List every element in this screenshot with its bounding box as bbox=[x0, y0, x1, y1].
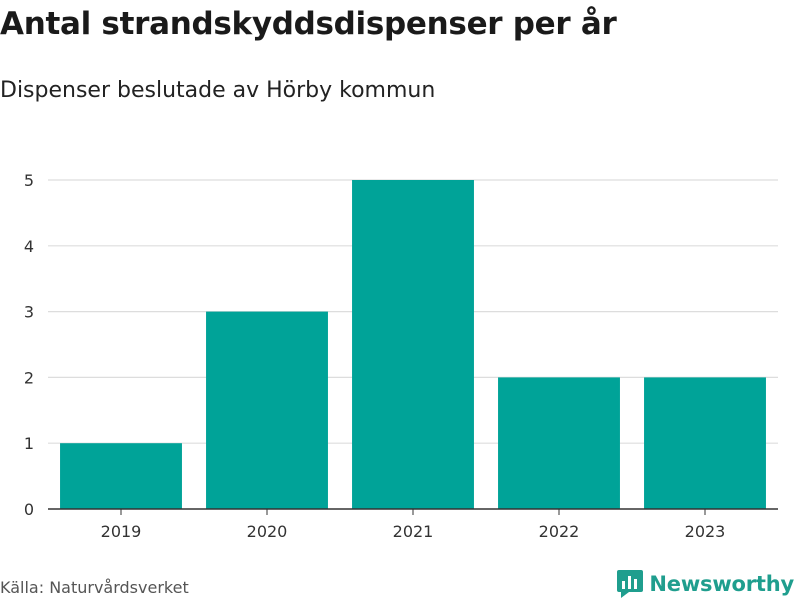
x-tick-label: 2022 bbox=[539, 522, 580, 541]
x-tick-label: 2019 bbox=[101, 522, 142, 541]
bar-2020 bbox=[206, 311, 328, 509]
brand-name: Newsworthy bbox=[649, 572, 794, 596]
y-tick-label: 5 bbox=[24, 171, 34, 190]
y-tick-label: 1 bbox=[24, 434, 34, 453]
y-tick-label: 2 bbox=[24, 368, 34, 387]
bar-2019 bbox=[60, 443, 182, 509]
bar-2023 bbox=[644, 377, 766, 509]
x-tick-label: 2021 bbox=[393, 522, 434, 541]
chart-subtitle: Dispenser beslutade av Hörby kommun bbox=[0, 78, 436, 103]
chart-title: Antal strandskyddsdispenser per år bbox=[0, 6, 617, 42]
bar-chart-logo-icon bbox=[617, 570, 644, 598]
y-tick-label: 3 bbox=[24, 303, 34, 322]
x-tick-label: 2023 bbox=[685, 522, 726, 541]
bar-chart: 0 1 2 3 4 5 2019 2020 2021 2022 2023 bbox=[24, 171, 778, 541]
bar-2021 bbox=[352, 180, 474, 509]
newsworthy-logo: Newsworthy bbox=[617, 570, 794, 598]
y-tick-label: 0 bbox=[24, 500, 34, 519]
x-tick-label: 2020 bbox=[247, 522, 288, 541]
bar-2022 bbox=[498, 377, 620, 509]
y-tick-label: 4 bbox=[24, 237, 34, 256]
source-note: Källa: Naturvårdsverket bbox=[0, 578, 189, 597]
